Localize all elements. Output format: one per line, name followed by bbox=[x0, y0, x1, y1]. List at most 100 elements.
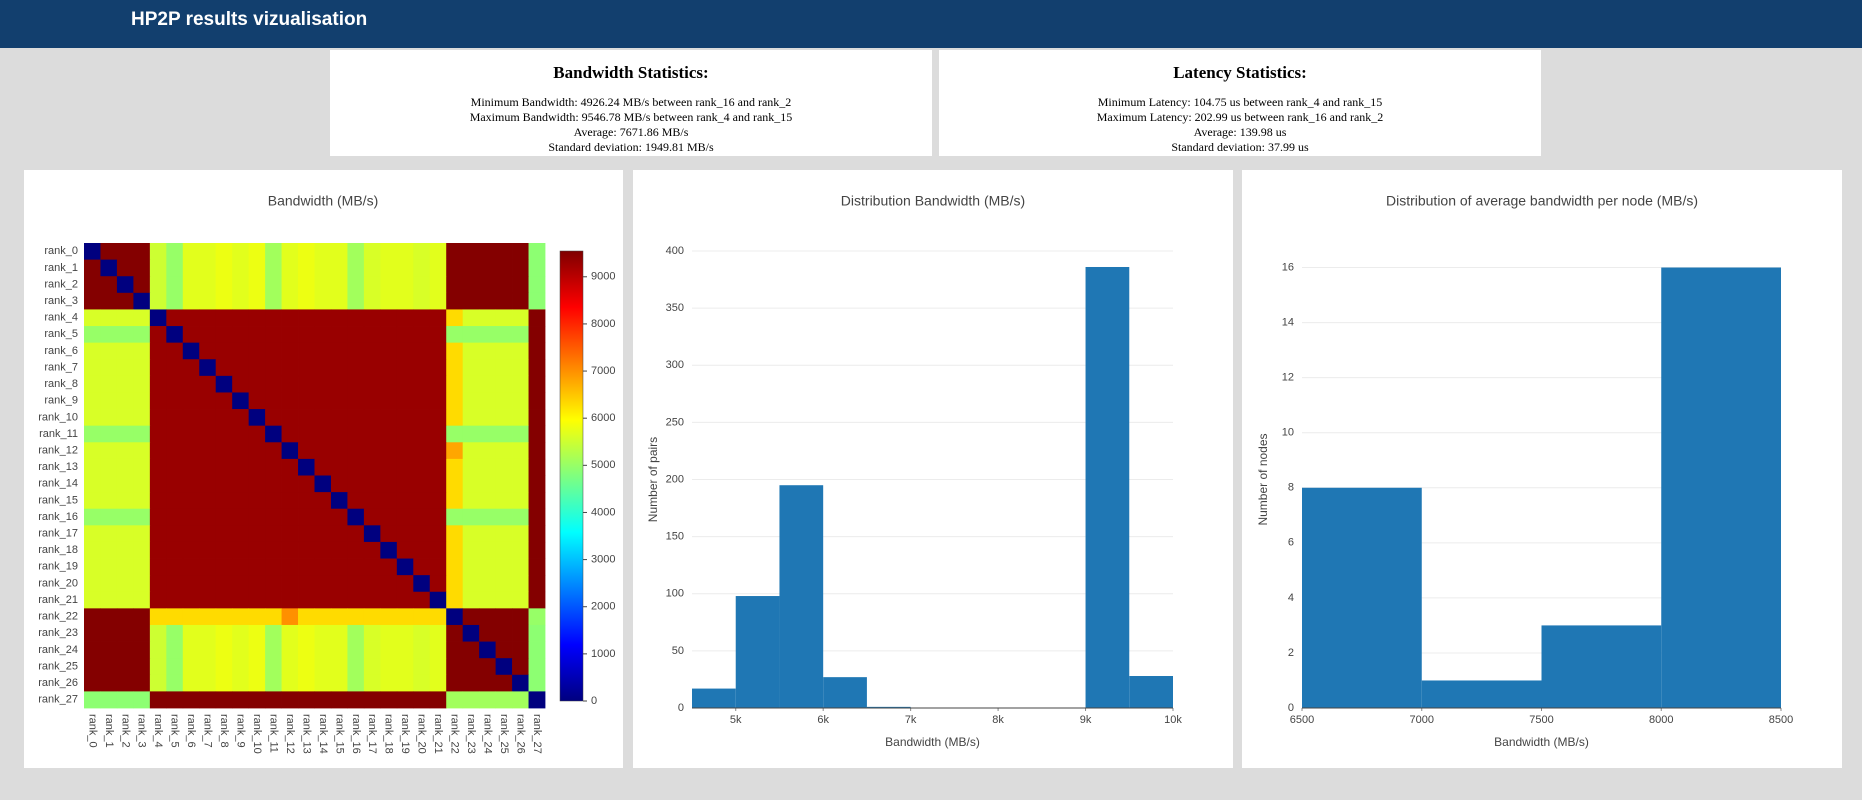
x-tick-label: rank_6 bbox=[185, 714, 197, 748]
y-tick-label: 12 bbox=[1282, 372, 1294, 384]
y-tick-label: rank_3 bbox=[44, 295, 78, 307]
heatmap-cell bbox=[265, 691, 282, 709]
heatmap-cell bbox=[133, 575, 151, 593]
heatmap-cell bbox=[232, 475, 250, 493]
heatmap-cell bbox=[396, 624, 414, 642]
heatmap-cell bbox=[116, 243, 134, 261]
heatmap-cell bbox=[166, 691, 184, 709]
heatmap-cell bbox=[479, 309, 497, 327]
heatmap-cell bbox=[232, 243, 250, 261]
heatmap-cell bbox=[314, 458, 332, 476]
heatmap-cell bbox=[512, 475, 529, 493]
heatmap-cell bbox=[248, 375, 266, 393]
heatmap-cell bbox=[314, 624, 332, 642]
heatmap-cell bbox=[479, 375, 497, 393]
heatmap-cell bbox=[298, 591, 315, 609]
heatmap-cell bbox=[446, 276, 464, 294]
heatmap-cell bbox=[248, 409, 266, 427]
heatmap-cell bbox=[116, 541, 134, 559]
heatmap-cell bbox=[133, 243, 151, 261]
heatmap-cell bbox=[149, 658, 167, 676]
heatmap-cell bbox=[298, 292, 315, 310]
heatmap-cell bbox=[462, 375, 480, 393]
y-tick-label: rank_9 bbox=[44, 395, 78, 407]
heatmap-cell bbox=[84, 292, 101, 310]
heatmap-cell bbox=[429, 342, 447, 360]
heatmap-cell bbox=[84, 392, 101, 410]
heatmap-cell bbox=[347, 342, 365, 360]
heatmap-cell bbox=[199, 541, 217, 559]
heatmap-cell bbox=[528, 475, 546, 493]
heatmap-cell bbox=[380, 674, 398, 692]
heatmap-cell bbox=[281, 442, 299, 460]
heatmap-cell bbox=[495, 658, 513, 676]
heatmap-cell bbox=[199, 458, 217, 476]
heatmap-cell bbox=[495, 309, 513, 327]
heatmap-cell bbox=[298, 276, 315, 294]
heatmap-cell bbox=[462, 658, 480, 676]
colorbar-tick-label: 6000 bbox=[591, 412, 615, 424]
heatmap-cell bbox=[528, 375, 546, 393]
heatmap-cell bbox=[330, 475, 348, 493]
heatmap-cell bbox=[215, 691, 233, 709]
heatmap-cell bbox=[232, 558, 250, 576]
stats-panel bbox=[330, 50, 932, 156]
heatmap-cell bbox=[149, 276, 167, 294]
heatmap-cell bbox=[232, 309, 250, 327]
heatmap-cell bbox=[199, 525, 217, 543]
heatmap-cell bbox=[495, 492, 513, 510]
heatmap-cell bbox=[462, 342, 480, 360]
heatmap-cell bbox=[248, 558, 266, 576]
heatmap-cell bbox=[363, 259, 381, 277]
heatmap-cell bbox=[116, 425, 134, 443]
heatmap-cell bbox=[116, 442, 134, 460]
heatmap-cell bbox=[495, 575, 513, 593]
x-tick-label: rank_2 bbox=[119, 714, 131, 748]
heatmap-cell bbox=[166, 243, 184, 261]
heatmap-cell bbox=[429, 442, 447, 460]
heatmap-cell bbox=[396, 674, 414, 692]
heatmap-cell bbox=[429, 541, 447, 559]
heatmap-cell bbox=[330, 558, 348, 576]
heatmap-cell bbox=[512, 674, 529, 692]
heatmap-cell bbox=[380, 624, 398, 642]
heatmap-cell bbox=[363, 276, 381, 294]
heatmap-cell bbox=[232, 691, 250, 709]
heatmap-cell bbox=[149, 492, 167, 510]
heatmap-cell bbox=[347, 392, 365, 410]
stats-line: Standard deviation: 37.99 us bbox=[1171, 140, 1309, 154]
heatmap-cell bbox=[166, 359, 184, 377]
heatmap-cell bbox=[281, 409, 299, 427]
heatmap-cell bbox=[495, 508, 513, 526]
heatmap-cell bbox=[116, 575, 134, 593]
heatmap-cell bbox=[248, 359, 266, 377]
heatmap-cell bbox=[363, 375, 381, 393]
heatmap-cell bbox=[330, 674, 348, 692]
y-tick-label: 6 bbox=[1288, 537, 1294, 549]
heatmap-cell bbox=[347, 624, 365, 642]
heatmap-cell bbox=[281, 525, 299, 543]
heatmap-cell bbox=[363, 309, 381, 327]
heatmap-cell bbox=[380, 259, 398, 277]
heatmap-cell bbox=[528, 508, 546, 526]
heatmap-cell bbox=[413, 674, 431, 692]
heatmap-cell bbox=[429, 674, 447, 692]
heatmap-cell bbox=[116, 525, 134, 543]
heatmap-cell bbox=[429, 409, 447, 427]
heatmap-cell bbox=[265, 608, 282, 626]
heatmap-cell bbox=[182, 658, 200, 676]
heatmap-cell bbox=[100, 591, 118, 609]
heatmap-cell bbox=[281, 541, 299, 559]
heatmap-cell bbox=[429, 359, 447, 377]
heatmap-cell bbox=[330, 608, 348, 626]
heatmap-cell bbox=[149, 292, 167, 310]
heatmap-cell bbox=[479, 591, 497, 609]
colorbar-tick-label: 8000 bbox=[591, 318, 615, 330]
heatmap-cell bbox=[413, 442, 431, 460]
heatmap-cell bbox=[380, 458, 398, 476]
y-tick-label: 400 bbox=[666, 245, 684, 257]
heatmap-cell bbox=[314, 442, 332, 460]
heatmap-cell bbox=[396, 492, 414, 510]
heatmap-cell bbox=[347, 525, 365, 543]
heatmap-cell bbox=[429, 309, 447, 327]
